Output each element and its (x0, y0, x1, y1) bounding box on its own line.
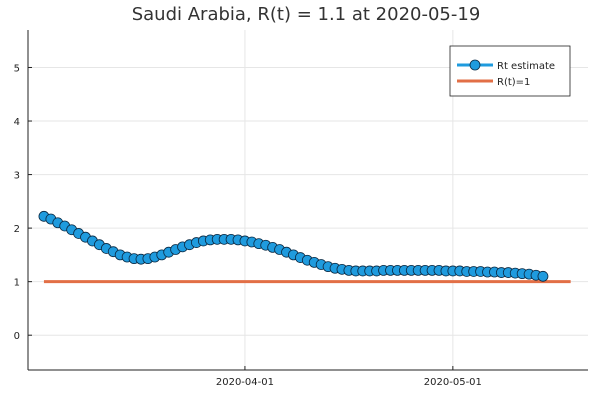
y-tick-label: 5 (14, 63, 20, 74)
legend-reference-label: R(t)=1 (497, 77, 530, 88)
y-tick-label: 4 (14, 117, 20, 128)
rt-estimate-point (537, 270, 549, 282)
legend: Rt estimate R(t)=1 (449, 45, 571, 97)
x-tick-label: 2020-04-01 (216, 377, 274, 388)
legend-estimate-marker (469, 59, 481, 71)
x-tick-label: 2020-05-01 (424, 377, 482, 388)
legend-box (449, 45, 571, 97)
y-tick-label: 3 (14, 171, 20, 182)
y-tick-label: 0 (14, 331, 20, 342)
y-tick-label: 1 (14, 278, 20, 289)
x-axis-ticks: 2020-04-01 2020-05-01 (216, 366, 482, 388)
chart-title: Saudi Arabia, R(t) = 1.1 at 2020-05-19 (132, 4, 481, 25)
series-layer (38, 210, 571, 284)
y-axis-ticks: 0 1 2 3 4 5 (14, 63, 32, 342)
legend-estimate-label: Rt estimate (497, 61, 555, 72)
y-tick-label: 2 (14, 224, 20, 235)
